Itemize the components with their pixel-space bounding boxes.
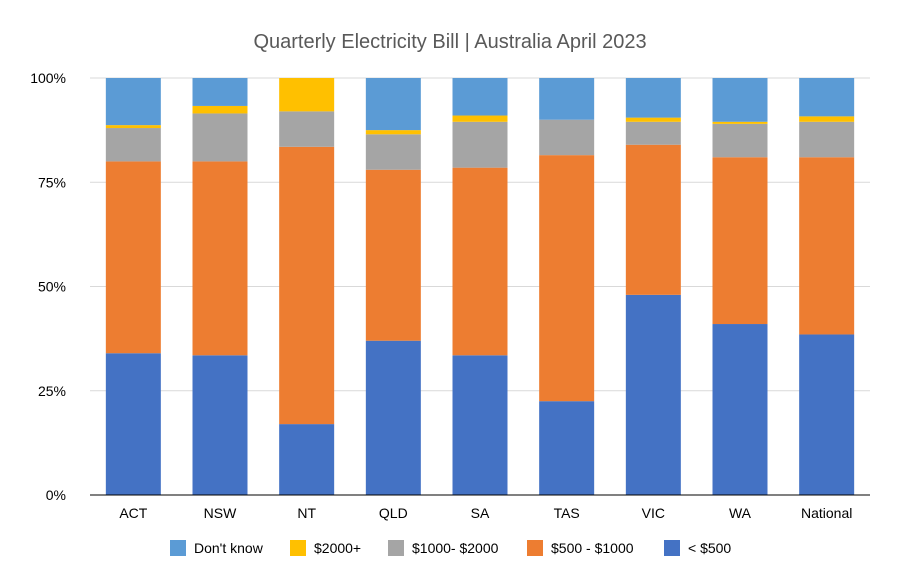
bar-segment [452, 115, 508, 122]
bar-segment [279, 146, 335, 425]
bar-segment [625, 117, 681, 122]
bars [105, 78, 855, 495]
bar-segment [799, 78, 855, 117]
x-tick-label: National [801, 505, 852, 521]
legend-swatch [664, 540, 680, 556]
x-tick-label: TAS [554, 505, 580, 521]
bar-segment [105, 128, 161, 162]
x-tick-label: NSW [204, 505, 237, 521]
bar-segment [279, 424, 335, 495]
bar-segment [799, 121, 855, 158]
bar-segment [105, 353, 161, 495]
bar-segment [452, 78, 508, 116]
x-tick-label: SA [471, 505, 490, 521]
bar-segment [712, 324, 768, 495]
x-tick-label: ACT [119, 505, 147, 521]
bar-segment [799, 157, 855, 335]
legend-label: $2000+ [314, 540, 361, 556]
bar-segment [799, 116, 855, 122]
bar-segment [365, 340, 421, 495]
x-tick-label: NT [297, 505, 316, 521]
bar-segment [452, 355, 508, 495]
y-axis-ticks: 0% 25% 50% 75% 100% [30, 70, 66, 503]
bar-segment [452, 121, 508, 168]
bar-segment [365, 169, 421, 341]
bar-segment [105, 161, 161, 354]
bar-segment [365, 130, 421, 135]
bar-segment [192, 355, 248, 495]
bar-segment [192, 105, 248, 114]
bar-segment [279, 111, 335, 147]
bar-segment [712, 121, 768, 124]
y-tick-label: 0% [46, 487, 66, 503]
legend-swatch [388, 540, 404, 556]
bar-segment [625, 294, 681, 495]
y-tick-label: 75% [38, 174, 66, 190]
bar-segment [799, 334, 855, 495]
bar-segment [539, 78, 595, 120]
legend-swatch [290, 540, 306, 556]
x-tick-label: VIC [642, 505, 665, 521]
bar-segment [539, 155, 595, 402]
bar-segment [192, 113, 248, 162]
x-tick-label: QLD [379, 505, 408, 521]
y-tick-label: 25% [38, 383, 66, 399]
chart-title: Quarterly Electricity Bill | Australia A… [253, 31, 646, 53]
bar-segment [625, 144, 681, 295]
y-tick-label: 100% [30, 70, 66, 86]
bar-segment [452, 167, 508, 356]
bar-segment [192, 78, 248, 106]
legend-label: $500 - $1000 [551, 540, 634, 556]
bar-segment [365, 134, 421, 170]
x-axis-ticks: ACT NSW NT QLD SA TAS VIC WA National [119, 505, 852, 521]
bar-segment [712, 123, 768, 158]
legend-label: $1000- $2000 [412, 540, 499, 556]
bar-segment [625, 121, 681, 145]
x-tick-label: WA [729, 505, 752, 521]
bar-segment [539, 119, 595, 156]
legend-swatch [170, 540, 186, 556]
bar-segment [105, 78, 161, 126]
bar-segment [279, 78, 335, 112]
bar-segment [192, 161, 248, 356]
legend-label: < $500 [688, 540, 731, 556]
bar-segment [105, 125, 161, 129]
legend-label: Don't know [194, 540, 264, 556]
bar-segment [712, 157, 768, 325]
bar-segment [365, 78, 421, 131]
bar-segment [712, 78, 768, 122]
bar-segment [625, 78, 681, 118]
y-tick-label: 50% [38, 279, 66, 295]
legend: Don't know $2000+ $1000- $2000 $500 - $1000… [170, 540, 731, 556]
legend-swatch [527, 540, 543, 556]
bar-segment [539, 401, 595, 495]
